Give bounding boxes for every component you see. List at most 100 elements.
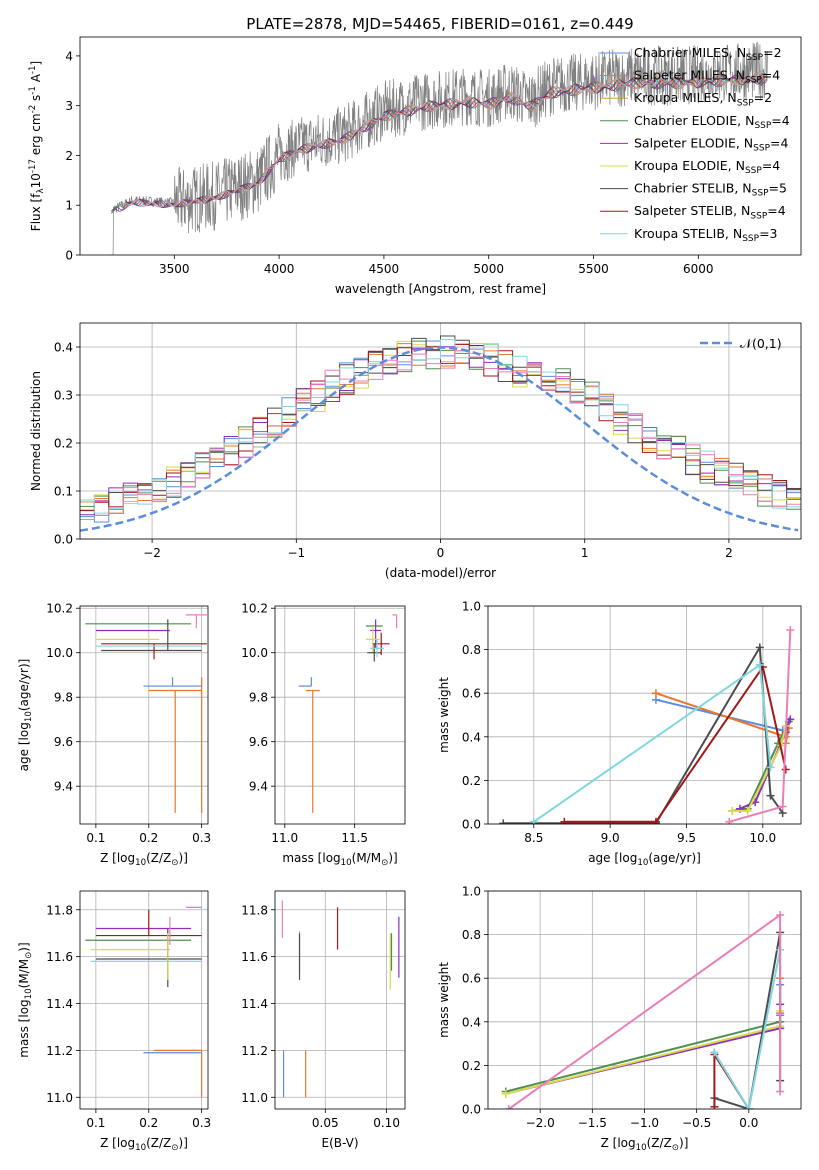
gridlines: [275, 606, 405, 824]
x-axis-label: age [log10(age/yr)]: [588, 851, 701, 868]
x-tick-label: 0.3: [192, 831, 211, 845]
y-axis-label: mass weight: [437, 677, 451, 753]
axes-frame: [79, 890, 209, 1110]
x-tick-label: 11.5: [341, 831, 368, 845]
y-tick-label: 9.8: [249, 691, 268, 705]
y-tick-label: 0.1: [54, 485, 73, 499]
legend-label: 𝒩(0,1): [740, 336, 782, 351]
y-tick-label: 11.8: [241, 903, 268, 917]
y-tick-label: 0.3: [54, 389, 73, 403]
legend-label: Kroupa STELIB, NSSP=3: [634, 226, 778, 244]
x-axis-label: Z [log10(Z/Z⊙)]: [100, 1136, 188, 1153]
y-tick-label: 11.4: [241, 997, 268, 1011]
axes-frame: [79, 322, 802, 540]
weight-marker: [776, 1087, 785, 1096]
y-tick-label: 11.0: [241, 1091, 268, 1105]
x-tick-label: 9.0: [601, 831, 620, 845]
weight-marker: [766, 763, 775, 772]
x-tick-label: 0.3: [192, 1116, 211, 1130]
weight-marker: [776, 910, 785, 919]
data-point: [95, 909, 202, 937]
weight-line: [564, 664, 787, 823]
x-tick-label: 0.0: [739, 1116, 758, 1130]
y-tick-label: 11.6: [241, 950, 268, 964]
legend-label: Salpeter ELODIE, NSSP=4: [634, 135, 789, 153]
x-tick-label: 2: [725, 546, 733, 560]
y-tick-label: 0.8: [462, 643, 481, 657]
x-tick-label: 0.1: [86, 1116, 105, 1130]
x-tick-label: 1: [581, 546, 589, 560]
plot-area: [85, 614, 207, 813]
y-tick-label: 2: [65, 149, 73, 163]
x-tick-label: −1.0: [630, 1116, 659, 1130]
legend-label: Salpeter STELIB, NSSP=4: [634, 203, 786, 221]
y-tick-label: 10.0: [46, 646, 73, 660]
panel-mass_weight_vs_Z: −2.0 −1.5 −1.0 −0.5 0.0 0.0 0.2 0.4 0.6 0.8 1.0 Z […: [437, 885, 802, 1153]
y-axis-label: Flux [fλ10-17 erg cm-2 s-1 A-1]: [28, 61, 46, 231]
y-tick-label: 10.0: [241, 646, 268, 660]
x-tick-label: 0.2: [139, 1116, 158, 1130]
weight-marker: [560, 817, 569, 824]
axes-frame: [487, 890, 802, 1110]
weight-line: [503, 644, 784, 824]
legend: Chabrier MILES, NSSP=2 Salpeter MILES, NS…: [600, 45, 790, 244]
weight-marker: [651, 817, 660, 824]
data-point: [372, 632, 390, 655]
y-tick-label: 0.6: [462, 687, 481, 701]
weight-line: [732, 725, 787, 812]
model-line: [123, 73, 767, 209]
x-tick-label: −1: [287, 546, 305, 560]
x-tick-label: 9.5: [677, 831, 696, 845]
y-tick-label: 0.4: [462, 730, 481, 744]
y-tick-label: 10.2: [241, 602, 268, 616]
plot-area: [85, 906, 203, 1098]
weight-marker: [501, 1089, 510, 1098]
panel-residuals: −2 −1 0 1 2 0.0 0.1 0.2 0.3 0.4 (data-model)/error…: [29, 322, 802, 580]
gridlines: [488, 605, 801, 825]
weight-marker: [743, 806, 752, 815]
axes-frame: [274, 890, 406, 1110]
y-tick-label: 0.2: [462, 1059, 481, 1073]
x-tick-label: 5000: [473, 262, 504, 276]
y-tick-label: 9.8: [54, 691, 73, 705]
x-tick-label: 6000: [683, 262, 714, 276]
axes-frame: [79, 36, 802, 256]
x-tick-label: 0.05: [312, 1116, 339, 1130]
y-axis-label: mass [log10(M/M⊙)]: [17, 942, 34, 1057]
gridlines: [80, 606, 208, 824]
weight-marker: [755, 660, 764, 669]
legend-label: Chabrier STELIB, NSSP=5: [634, 181, 787, 199]
x-tick-label: 4000: [264, 262, 295, 276]
weight-marker: [710, 1102, 719, 1109]
y-axis-label: age [log10(age/yr)]: [17, 659, 34, 772]
plot-area: [499, 625, 795, 824]
y-tick-label: 3: [65, 99, 73, 113]
x-tick-label: −0.5: [682, 1116, 711, 1130]
y-tick-label: 9.4: [54, 780, 73, 794]
x-tick-label: 5500: [578, 262, 609, 276]
x-tick-label: 0.1: [86, 831, 105, 845]
weight-line: [714, 932, 782, 1109]
weight-marker: [499, 819, 508, 824]
y-tick-label: 0.6: [462, 972, 481, 986]
x-tick-label: 0.10: [373, 1116, 400, 1130]
weight-marker: [778, 802, 787, 811]
y-tick-label: 9.6: [249, 735, 268, 749]
weight-marker: [725, 817, 734, 824]
weight-marker: [529, 817, 538, 824]
panel-age_vs_Z: 0.1 0.2 0.3 9.4 9.6 9.8 10.0 10.2 Z [log10(Z/Z⊙)…: [17, 602, 211, 868]
legend-label: Salpeter MILES, NSSP=4: [634, 68, 780, 86]
x-tick-label: −2.0: [526, 1116, 555, 1130]
residual-histogram: [80, 350, 801, 520]
legend-label: Chabrier MILES, NSSP=2: [634, 45, 782, 63]
y-tick-label: 0.0: [462, 1103, 481, 1117]
legend-label: Kroupa ELODIE, NSSP=4: [634, 158, 780, 176]
y-tick-label: 0.4: [462, 1015, 481, 1029]
y-axis-label: Normed distribution: [29, 371, 43, 491]
weight-marker: [744, 1105, 753, 1109]
x-tick-label: −1.5: [578, 1116, 607, 1130]
panel-mass_vs_ebv: 0.05 0.10 11.0 11.2 11.4 11.6 11.8 E(B-V): [241, 890, 406, 1150]
weight-marker: [766, 791, 775, 800]
y-tick-label: 0.0: [462, 818, 481, 832]
